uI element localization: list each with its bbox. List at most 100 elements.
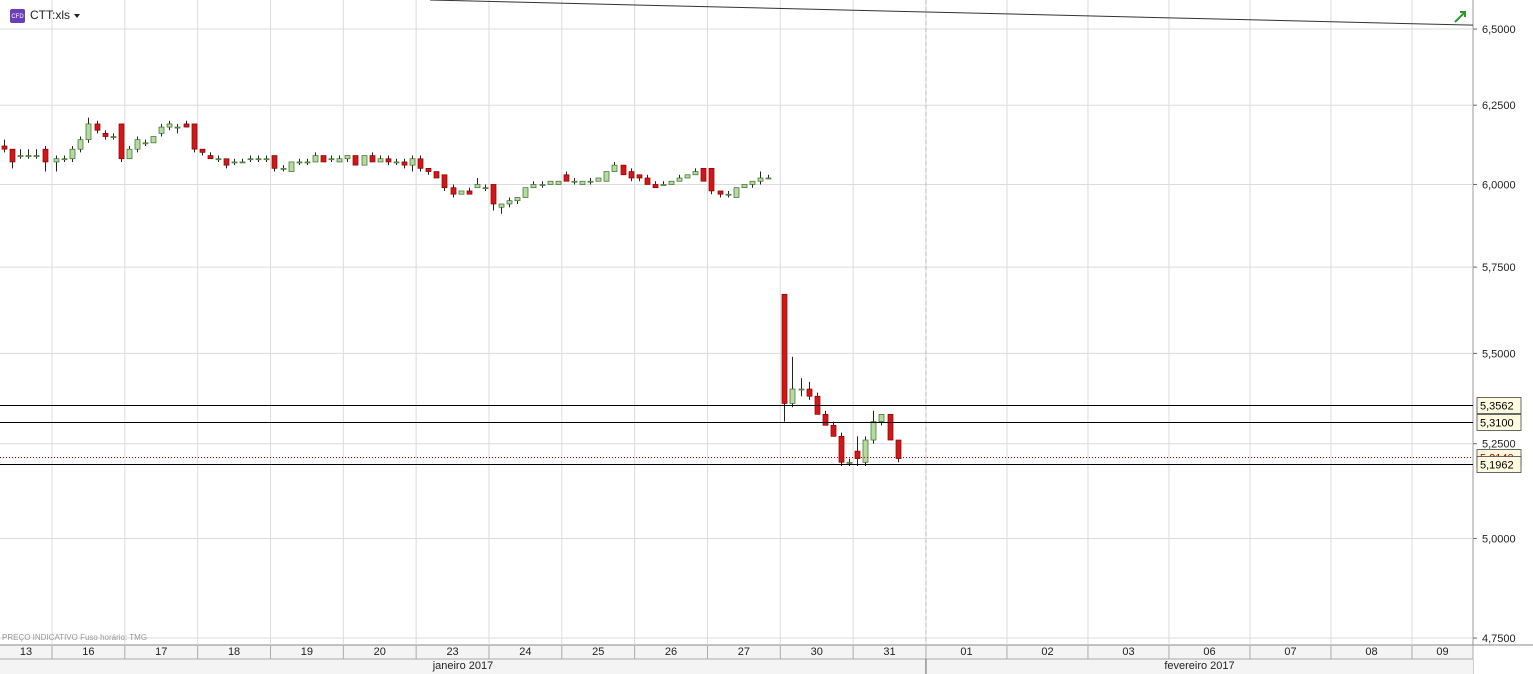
x-tick-label: 27 <box>738 646 750 658</box>
price-label-box <box>1476 456 1522 473</box>
candle-body <box>870 421 877 441</box>
candle-body <box>838 435 845 463</box>
y-tick-label: 6,2500 <box>1482 100 1516 112</box>
x-tick-label: 17 <box>155 646 167 658</box>
candle-body <box>660 184 667 186</box>
x-tick-label: 20 <box>374 646 386 658</box>
candle-body <box>110 136 117 138</box>
candle-body <box>603 171 610 182</box>
candle-body <box>514 197 521 202</box>
candle-body <box>628 171 635 179</box>
instrument-title[interactable]: CTT:xls <box>30 8 70 22</box>
candle-body <box>118 123 125 160</box>
x-tick-label: 08 <box>1365 646 1377 658</box>
candle-body <box>781 293 788 404</box>
x-tick-label: 13 <box>20 646 32 658</box>
candle-body <box>506 200 513 205</box>
candle-body <box>239 161 246 164</box>
candle-body <box>158 126 165 134</box>
x-tick-label: 26 <box>665 646 677 658</box>
candle-body <box>377 158 384 163</box>
candle-body <box>417 158 424 169</box>
candle-body <box>393 161 400 164</box>
y-tick-label: 5,0000 <box>1482 533 1516 545</box>
candle-body <box>482 187 489 190</box>
candle-body <box>271 155 278 169</box>
month-label: janeiro 2017 <box>432 660 494 672</box>
candle-body <box>263 158 270 161</box>
candle-body <box>822 414 829 426</box>
candle-body <box>255 158 262 161</box>
status-icon <box>1454 11 1466 23</box>
axis-panel <box>1473 0 1533 674</box>
price-label: 5,3100 <box>1480 417 1514 429</box>
candle-body <box>676 177 683 182</box>
candle-body <box>539 184 546 186</box>
candle-body <box>296 161 303 164</box>
candle-body <box>895 439 902 459</box>
candle-body <box>288 161 295 172</box>
dropdown-arrow[interactable] <box>74 14 80 18</box>
candle-body <box>61 158 68 161</box>
candle-body <box>684 174 691 179</box>
candle-body <box>725 193 732 196</box>
candle-body <box>320 155 327 163</box>
candle-body <box>215 158 222 161</box>
x-tick-label: 16 <box>82 646 94 658</box>
price-label-box <box>1476 397 1522 414</box>
candle-body <box>887 414 894 441</box>
y-tick-label: 5,7500 <box>1482 262 1516 274</box>
candle-body <box>183 123 190 128</box>
candle-body <box>191 123 198 150</box>
candle-body <box>717 190 724 195</box>
candle-body <box>733 187 740 198</box>
price-label: 5,3562 <box>1480 400 1514 412</box>
candle-body <box>85 123 92 141</box>
candle-body <box>757 177 764 182</box>
y-tick-label: 5,2500 <box>1482 439 1516 451</box>
instrument-badge <box>10 9 25 23</box>
candle-body <box>94 123 101 131</box>
candle-body <box>636 174 643 179</box>
price-label: 5,1962 <box>1480 459 1514 471</box>
x-tick-label: 07 <box>1284 646 1296 658</box>
candle-body <box>708 167 715 192</box>
candle-body <box>352 155 359 166</box>
candle-body <box>17 155 24 157</box>
candle-body <box>668 180 675 185</box>
month-label: fevereiro 2017 <box>1164 660 1234 672</box>
x-tick-label: 25 <box>592 646 604 658</box>
x-tick-label: 01 <box>960 646 972 658</box>
candle-body <box>611 164 618 172</box>
candle-body <box>652 184 659 189</box>
candle-body <box>126 148 133 160</box>
candle-body <box>199 148 206 153</box>
candle-body <box>142 142 149 145</box>
x-tick-label: 09 <box>1436 646 1448 658</box>
x-tick-label: 03 <box>1122 646 1134 658</box>
x-tick-label: 24 <box>519 646 531 658</box>
candle-body <box>69 148 76 160</box>
candle-body <box>361 155 368 166</box>
candle-body <box>166 123 173 128</box>
candle-body <box>42 148 49 163</box>
candle-body <box>466 190 473 195</box>
candle-body <box>1 145 8 150</box>
candle-body <box>522 187 529 198</box>
header[interactable]: CFD CTT:xls <box>10 8 80 23</box>
candle-body <box>830 424 837 437</box>
candle-body <box>806 388 813 397</box>
candle-body <box>312 155 319 163</box>
candle-body <box>450 187 457 195</box>
candle-body <box>433 171 440 179</box>
candle-body <box>280 167 287 170</box>
candle-body <box>344 155 351 160</box>
candle-body <box>798 388 805 391</box>
candle-body <box>33 155 40 157</box>
candle-body <box>174 126 181 129</box>
candle-body <box>425 167 432 172</box>
candle-body <box>846 461 853 464</box>
candle-body <box>223 158 230 166</box>
